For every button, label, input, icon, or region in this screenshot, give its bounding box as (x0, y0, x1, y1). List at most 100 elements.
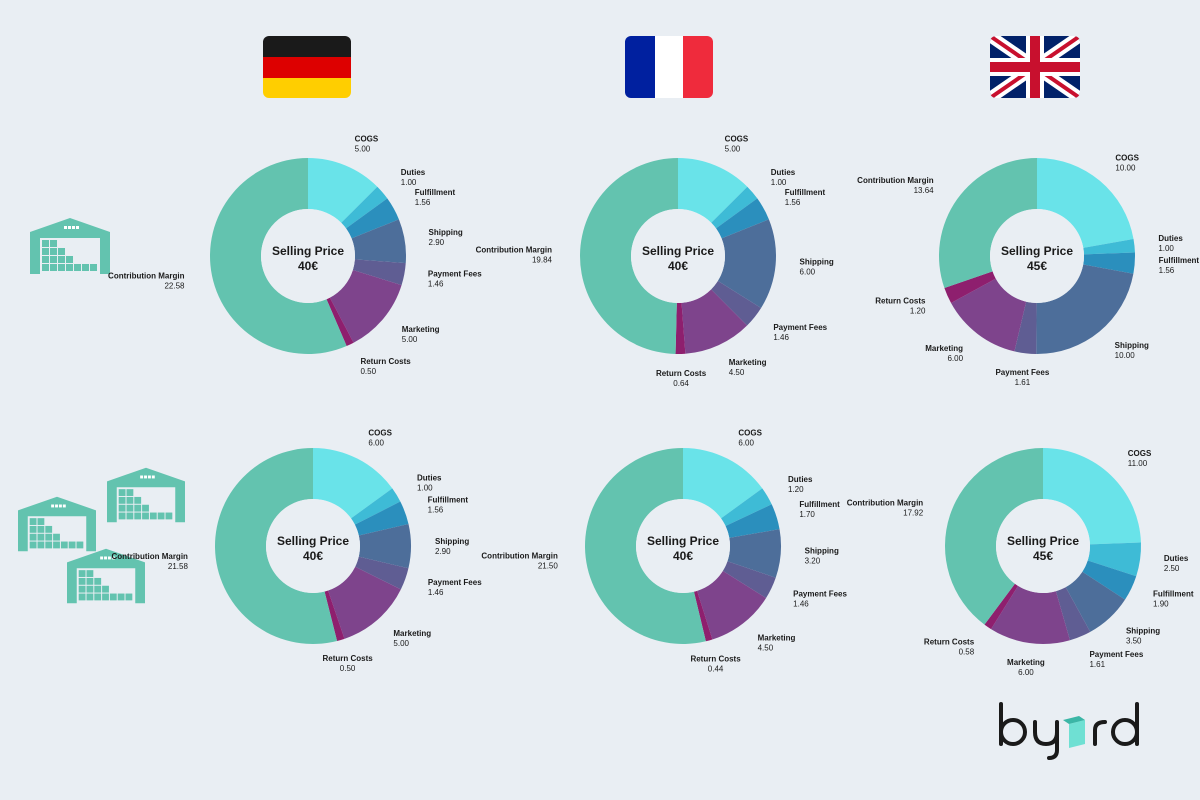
slice-label: Fulfillment (428, 495, 469, 504)
slice-value-label: 1.56 (785, 198, 801, 207)
slice-label: Marketing (402, 325, 440, 334)
donut-hole (631, 209, 725, 303)
slice-value-label: 0.44 (708, 665, 724, 674)
pie-slice-duties (711, 186, 758, 229)
slice-label: Payment Fees (1089, 650, 1143, 659)
pie-slice-shipping (358, 524, 412, 569)
slice-label: Payment Fees (428, 578, 482, 587)
slice-value-label: 1.00 (417, 483, 433, 492)
slice-value-label: 6.00 (800, 268, 816, 277)
pie-slice-marketing (329, 269, 402, 343)
slice-value-label: 22.58 (164, 282, 185, 291)
pie-slice-shipping (727, 529, 781, 578)
pie-slice-cogs (1037, 158, 1134, 248)
slice-label: Shipping (800, 258, 834, 267)
slice-value-label: 21.50 (538, 561, 559, 570)
slice-value-label: 1.46 (793, 599, 809, 608)
slice-label: Duties (417, 473, 442, 482)
pie-slice-return-costs (944, 271, 996, 304)
pie-slice-fulfillment (716, 198, 769, 239)
slice-value-label: 0.50 (340, 664, 356, 673)
pie-slice-payment-fees (711, 280, 762, 326)
pie-slice-fulfillment (1083, 252, 1135, 274)
slice-label: Return Costs (322, 654, 373, 663)
pie-slice-fulfillment (354, 501, 409, 536)
slice-value-label: 1.70 (799, 510, 815, 519)
slice-label: Marketing (1007, 658, 1045, 667)
slice-value-label: 17.92 (903, 509, 924, 518)
pie-slice-shipping (1065, 571, 1126, 632)
center-value: 40€ (303, 549, 323, 563)
slice-label: Marketing (393, 629, 431, 638)
slice-label: Contribution Margin (476, 245, 553, 254)
pie-slice-payment-fees (355, 556, 409, 590)
slice-value-label: 1.90 (1153, 600, 1169, 609)
pie-slice-duties (1083, 238, 1135, 255)
slice-value-label: 0.58 (959, 648, 975, 657)
slice-label: Contribution Margin (847, 499, 924, 508)
center-title: Selling Price (1007, 534, 1079, 548)
pie-slice-marketing (328, 566, 401, 639)
slice-label: Payment Fees (773, 323, 827, 332)
slice-label: COGS (725, 134, 749, 143)
slice-value-label: 2.90 (435, 547, 451, 556)
slice-value-label: 6.00 (1018, 668, 1034, 677)
slice-value-label: 1.46 (773, 333, 789, 342)
uk-flag-icon (990, 36, 1080, 98)
slice-label: Payment Fees (793, 589, 847, 598)
slice-value-label: 10.00 (1115, 351, 1136, 360)
pie-slice-return-costs (324, 590, 345, 641)
slice-value-label: 1.20 (910, 306, 926, 315)
pie-slice-cogs (683, 448, 763, 519)
byrd-logo (999, 702, 1139, 760)
slice-label: COGS (355, 134, 379, 143)
pie-slice-contribution-margin (209, 157, 347, 354)
slice-value-label: 13.64 (914, 186, 935, 195)
pie-slice-marketing (991, 585, 1070, 644)
slice-value-label: 6.00 (738, 438, 754, 447)
pie-slice-marketing (681, 289, 748, 354)
slice-value-label: 3.20 (805, 557, 821, 566)
pie-slice-contribution-margin (939, 158, 1037, 289)
pie-slice-payment-fees (722, 561, 776, 598)
pie-slice-return-costs (326, 297, 354, 347)
slice-value-label: 10.00 (1115, 164, 1136, 173)
pie-slice-payment-fees (1055, 587, 1091, 641)
slice-value-label: 1.61 (1089, 660, 1105, 669)
slice-value-label: 1.00 (401, 178, 417, 187)
slice-label: Fulfillment (1153, 590, 1194, 599)
slice-label: Shipping (805, 547, 839, 556)
center-value: 40€ (673, 549, 693, 563)
slice-value-label: 4.50 (729, 368, 745, 377)
slice-label: COGS (1128, 449, 1152, 458)
slice-value-label: 5.00 (393, 639, 409, 648)
center-title: Selling Price (272, 244, 344, 258)
center-value: 40€ (298, 259, 318, 273)
slice-value-label: 1.20 (788, 485, 804, 494)
slice-label: Marketing (758, 634, 796, 643)
slice-value-label: 1.00 (771, 178, 787, 187)
slice-label: Return Costs (875, 296, 926, 305)
slice-label: Payment Fees (428, 270, 482, 279)
pie-slice-shipping (351, 219, 407, 264)
france-flag-icon (625, 36, 713, 98)
slice-label: Marketing (925, 344, 963, 353)
slice-label: COGS (368, 428, 392, 437)
slice-value-label: 3.50 (1126, 636, 1142, 645)
slice-label: Duties (1158, 234, 1183, 243)
slice-label: Duties (771, 168, 796, 177)
slice-label: Payment Fees (995, 368, 1049, 377)
pie-slice-shipping (717, 219, 777, 308)
pie-slice-return-costs (984, 583, 1019, 630)
slice-label: Fulfillment (1159, 256, 1200, 265)
donut-chart: COGS10.00Duties1.00Fulfillment1.56Shippi… (857, 154, 1199, 388)
slice-label: Duties (788, 475, 813, 484)
pie-slice-fulfillment (346, 198, 399, 239)
pie-slice-fulfillment (725, 504, 780, 538)
slice-value-label: 6.00 (368, 438, 384, 447)
slice-label: Duties (401, 168, 426, 177)
pie-slice-cogs (678, 158, 748, 223)
pie-slice-duties (721, 488, 772, 526)
